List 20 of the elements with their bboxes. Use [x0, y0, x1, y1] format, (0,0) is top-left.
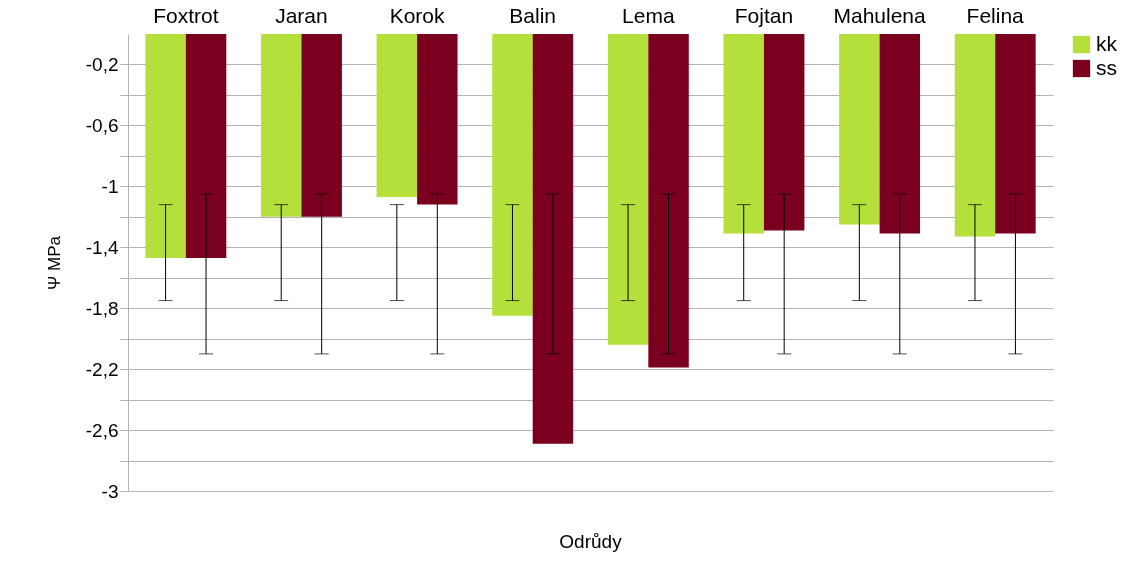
x-axis-title: Odrůdy	[559, 531, 623, 552]
y-tick-label: -1,8	[85, 297, 119, 319]
y-tick-label: -1,4	[85, 236, 119, 258]
y-tick-label: -3	[101, 480, 119, 502]
y-tick-label: -0,6	[85, 114, 119, 136]
legend-label: ss	[1096, 55, 1117, 79]
x-tick-label: Balin	[509, 3, 557, 27]
x-tick-label: Felina	[966, 3, 1025, 27]
x-tick-label: Foxtrot	[153, 3, 219, 27]
y-tick-label: -2,6	[85, 419, 119, 441]
legend-label: kk	[1096, 31, 1118, 55]
x-tick-label: Korok	[389, 3, 445, 27]
y-tick-label: -0,2	[85, 53, 119, 75]
x-tick-label: Mahulena	[833, 3, 926, 27]
y-tick-label: -1	[101, 175, 119, 197]
y-axis-title: Ψ MPa	[44, 235, 64, 290]
x-tick-label: Lema	[622, 3, 675, 27]
x-tick-label: Jaran	[275, 3, 328, 27]
x-tick-label: Fojtan	[734, 3, 794, 27]
y-tick-label: -2,2	[85, 358, 119, 380]
